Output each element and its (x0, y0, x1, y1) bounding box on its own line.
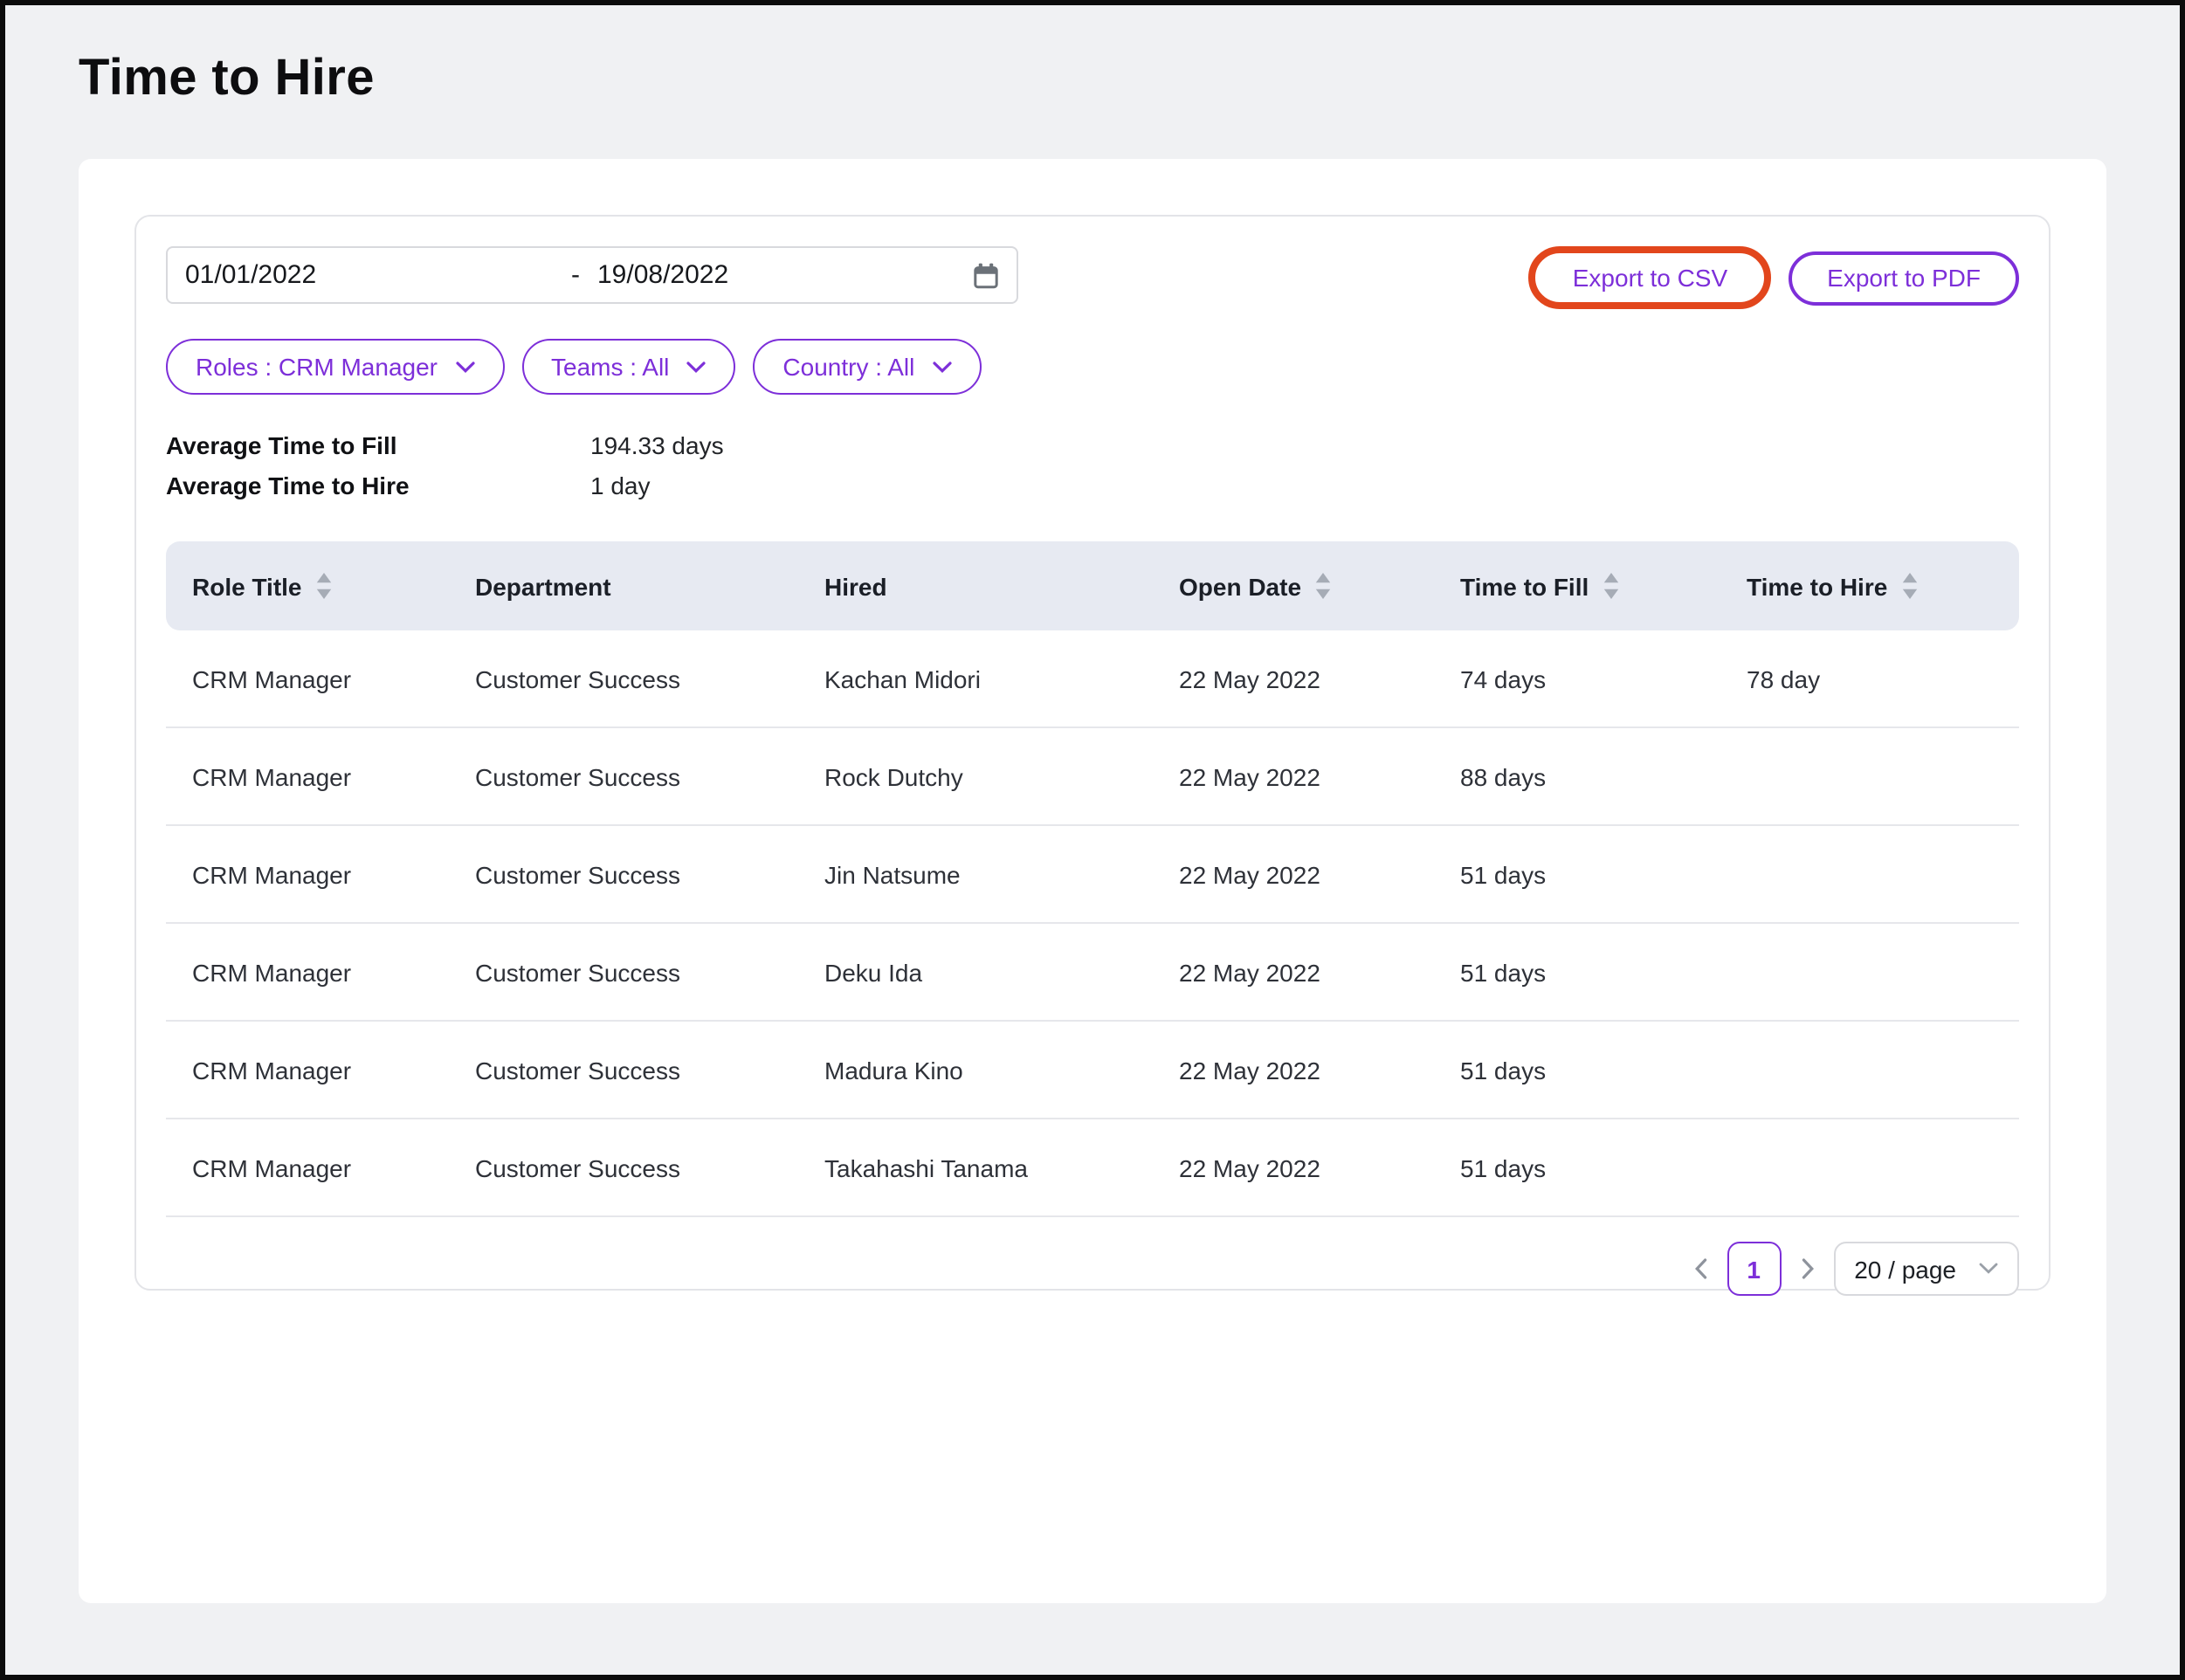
cell-open-date: 22 May 2022 (1179, 762, 1320, 790)
cell-hired: Takahashi Tanama (824, 1153, 1028, 1181)
filter-pill-label: Roles : CRM Manager (196, 353, 438, 381)
stat-label: Average Time to Fill (166, 431, 397, 459)
column-header-department: Department (475, 572, 824, 600)
sort-icon (1603, 573, 1618, 599)
date-start-value: 01/01/2022 (185, 260, 317, 290)
chevron-down-icon (932, 361, 951, 373)
cell-hired: Madura Kino (824, 1056, 963, 1084)
table-row-1: CRM Manager Customer Success Rock Dutchy 22… (166, 728, 2019, 826)
chevron-down-icon (455, 361, 474, 373)
stat-value: 1 day (590, 472, 651, 499)
sort-icon (1902, 573, 1917, 599)
cell-time-to-fill: 88 days (1460, 762, 1547, 790)
chevron-down-icon (686, 361, 707, 373)
stat-line: Average Time to Hire 1 day (166, 466, 2019, 506)
filter-pill-country[interactable]: Country : All (753, 339, 982, 395)
column-header-role-title[interactable]: Role Title (192, 572, 475, 600)
filter-pill-teams[interactable]: Teams : All (521, 339, 736, 395)
cell-open-date: 22 May 2022 (1179, 1056, 1320, 1084)
stat-value: 194.33 days (590, 431, 724, 459)
cell-open-date: 22 May 2022 (1179, 664, 1320, 692)
chevron-left-icon (1694, 1258, 1706, 1279)
toolbar: 01/01/2022 - 19/08/2022 (166, 246, 2019, 309)
cell-department: Customer Success (475, 958, 680, 986)
cell-open-date: 22 May 2022 (1179, 860, 1320, 888)
page-size-select[interactable]: 20 / page (1833, 1242, 2019, 1296)
stat-label: Average Time to Hire (166, 472, 410, 499)
table-row-0: CRM Manager Customer Success Kachan Midori… (166, 630, 2019, 728)
cell-role-title: CRM Manager (192, 762, 352, 790)
cell-time-to-fill: 51 days (1460, 1056, 1547, 1084)
filter-pill-label: Teams : All (551, 353, 670, 381)
pagination-next-button[interactable] (1796, 1257, 1817, 1280)
cell-hired: Kachan Midori (824, 664, 981, 692)
column-header-label: Time to Fill (1460, 572, 1589, 600)
cell-time-to-fill: 51 days (1460, 860, 1547, 888)
column-header-label: Open Date (1179, 572, 1302, 600)
cell-time-to-fill: 51 days (1460, 1153, 1547, 1181)
cell-time-to-hire: 78 day (1747, 664, 1821, 692)
report-card: 01/01/2022 - 19/08/2022 (79, 159, 2106, 1603)
export-csv-button[interactable]: Export to CSV (1528, 246, 1772, 309)
column-header-time-to-hire[interactable]: Time to Hire (1747, 572, 2019, 600)
time-to-hire-table: Role Title Department Hired Open Date Time t… (166, 541, 2019, 1217)
filter-pill-roles[interactable]: Roles : CRM Manager (166, 339, 504, 395)
cell-department: Customer Success (475, 1056, 680, 1084)
pagination: 1 20 / page (166, 1242, 2019, 1296)
table-header-row: Role Title Department Hired Open Date Time t… (166, 541, 2019, 630)
date-range-separator: - (571, 260, 580, 290)
chevron-down-icon (1979, 1263, 1998, 1274)
column-header-hired: Hired (824, 572, 1179, 600)
date-end-value: 19/08/2022 (597, 260, 729, 290)
export-buttons-group: Export to CSV Export to PDF (1528, 246, 2019, 309)
sort-icon (1315, 573, 1331, 599)
cell-hired: Deku Ida (824, 958, 923, 986)
cell-role-title: CRM Manager (192, 1056, 352, 1084)
cell-department: Customer Success (475, 1153, 680, 1181)
stat-line: Average Time to Fill 194.33 days (166, 426, 2019, 466)
column-header-open-date[interactable]: Open Date (1179, 572, 1460, 600)
column-header-time-to-fill[interactable]: Time to Fill (1460, 572, 1747, 600)
cell-department: Customer Success (475, 860, 680, 888)
chevron-right-icon (1802, 1258, 1814, 1279)
pagination-page-1-button[interactable]: 1 (1727, 1242, 1782, 1296)
page-size-value: 20 / page (1854, 1255, 1956, 1283)
cell-hired: Jin Natsume (824, 860, 961, 888)
cell-hired: Rock Dutchy (824, 762, 963, 790)
filter-pill-label: Country : All (782, 353, 915, 381)
table-row-4: CRM Manager Customer Success Madura Kino 22… (166, 1022, 2019, 1119)
table-row-5: CRM Manager Customer Success Takahashi Tan… (166, 1119, 2019, 1217)
cell-department: Customer Success (475, 664, 680, 692)
cell-open-date: 22 May 2022 (1179, 1153, 1320, 1181)
cell-department: Customer Success (475, 762, 680, 790)
cell-time-to-fill: 74 days (1460, 664, 1547, 692)
cell-role-title: CRM Manager (192, 664, 352, 692)
column-header-label: Role Title (192, 572, 302, 600)
column-header-label: Department (475, 572, 611, 600)
summary-stats: Average Time to Fill 194.33 days Average T… (166, 426, 2019, 506)
table-row-3: CRM Manager Customer Success Deku Ida 22 Ma… (166, 924, 2019, 1022)
export-pdf-button[interactable]: Export to PDF (1789, 251, 2019, 305)
filter-pills-row: Roles : CRM Manager Teams : All Country : … (166, 339, 2019, 395)
report-panel: 01/01/2022 - 19/08/2022 (134, 215, 2051, 1296)
sort-icon (316, 573, 331, 599)
cell-role-title: CRM Manager (192, 860, 352, 888)
cell-role-title: CRM Manager (192, 958, 352, 986)
page-title: Time to Hire (79, 51, 375, 107)
table-row-2: CRM Manager Customer Success Jin Natsume 22… (166, 826, 2019, 924)
cell-time-to-fill: 51 days (1460, 958, 1547, 986)
pagination-prev-button[interactable] (1690, 1257, 1711, 1280)
table-body: CRM Manager Customer Success Kachan Midori… (166, 630, 2019, 1217)
date-range-input[interactable]: 01/01/2022 - 19/08/2022 (166, 246, 1018, 304)
cell-open-date: 22 May 2022 (1179, 958, 1320, 986)
column-header-label: Time to Hire (1747, 572, 1888, 600)
cell-role-title: CRM Manager (192, 1153, 352, 1181)
column-header-label: Hired (824, 572, 887, 600)
calendar-icon[interactable] (973, 261, 999, 289)
